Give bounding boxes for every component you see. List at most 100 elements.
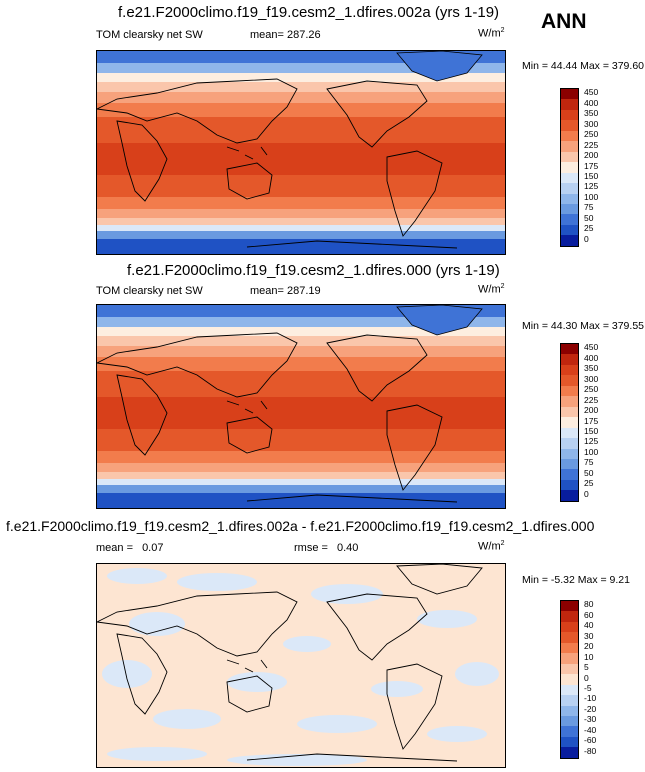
panel-2-field-label: TOM clearsky net SW bbox=[96, 285, 203, 297]
panel-1-title: f.e21.F2000climo.f19_f19.cesm2_1.dfires.… bbox=[118, 4, 500, 21]
colorbar-tick-label: 150 bbox=[584, 425, 599, 436]
colorbar-swatch bbox=[561, 406, 578, 418]
panel-1-units: W/m2 bbox=[478, 27, 505, 40]
colorbar-tick-label: 0 bbox=[584, 233, 589, 244]
panel-3-map bbox=[96, 563, 506, 768]
colorbar-swatch bbox=[561, 479, 578, 491]
colorbar-swatch bbox=[561, 193, 578, 204]
panel-1-mean-label: mean= bbox=[250, 29, 284, 41]
colorbar-swatch bbox=[561, 385, 578, 397]
colorbar-tick-label: 80 bbox=[584, 599, 594, 610]
colorbar-tick-label: 60 bbox=[584, 609, 594, 620]
colorbar-swatch bbox=[561, 224, 578, 236]
colorbar-tick-label: 225 bbox=[584, 394, 599, 405]
colorbar-tick-label: -60 bbox=[584, 735, 597, 746]
panel-2-mean-value: 287.19 bbox=[287, 285, 321, 297]
panel-3-units: W/m2 bbox=[478, 540, 505, 553]
panel-2-map bbox=[96, 304, 506, 509]
panel-1-field-label: TOM clearsky net SW bbox=[96, 29, 203, 41]
colorbar-tick-label: 40 bbox=[584, 620, 594, 631]
colorbar-swatch bbox=[561, 736, 578, 748]
colorbar-swatch bbox=[561, 172, 578, 184]
colorbar-tick-label: 175 bbox=[584, 160, 599, 171]
colorbar-tick-label: 450 bbox=[584, 342, 599, 353]
colorbar-swatch bbox=[561, 695, 578, 706]
colorbar-tick-label: -5 bbox=[584, 682, 592, 693]
colorbar-tick-label: -80 bbox=[584, 745, 597, 756]
colorbar-swatch bbox=[561, 601, 578, 612]
colorbar-swatch bbox=[561, 354, 578, 365]
colorbar-tick-label: 50 bbox=[584, 212, 594, 223]
colorbar-swatch bbox=[561, 726, 578, 737]
colorbar-tick-label: 450 bbox=[584, 87, 599, 98]
colorbar-tick-label: 400 bbox=[584, 352, 599, 363]
colorbar-swatch bbox=[561, 653, 578, 664]
colorbar-tick-label: 150 bbox=[584, 170, 599, 181]
colorbar-tick-label: 0 bbox=[584, 488, 589, 499]
colorbar-swatch bbox=[561, 684, 578, 696]
colorbar-swatch bbox=[561, 642, 578, 654]
panel-3-map-svg bbox=[97, 564, 505, 767]
colorbar-swatch bbox=[561, 203, 578, 215]
colorbar-swatch bbox=[561, 344, 578, 355]
panel-3-minmax: Min = -5.32 Max = 9.21 bbox=[522, 574, 630, 586]
panel-2-mean-label: mean= bbox=[250, 285, 284, 297]
colorbar-tick-label: 175 bbox=[584, 415, 599, 426]
colorbar-swatch bbox=[561, 120, 578, 131]
colorbar-tick-label: -20 bbox=[584, 703, 597, 714]
colorbar-tick-label: 250 bbox=[584, 384, 599, 395]
colorbar-swatch bbox=[561, 438, 578, 449]
colorbar-tick-label: 75 bbox=[584, 457, 594, 468]
panel-3-mean-label: mean = bbox=[96, 542, 133, 554]
panel-2-title: f.e21.F2000climo.f19_f19.cesm2_1.dfires.… bbox=[127, 262, 500, 279]
panel-1-mean: mean= 287.26 bbox=[250, 29, 321, 41]
colorbar-tick-label: 0 bbox=[584, 672, 589, 683]
colorbar-swatch bbox=[561, 621, 578, 633]
season-label: ANN bbox=[541, 10, 587, 33]
colorbar-swatch bbox=[561, 162, 578, 173]
panel-1-minmax: Min = 44.44 Max = 379.60 bbox=[522, 60, 644, 72]
colorbar-swatch bbox=[561, 458, 578, 470]
colorbar-swatch bbox=[561, 674, 578, 685]
colorbar-swatch bbox=[561, 715, 578, 727]
colorbar-tick-label: 400 bbox=[584, 97, 599, 108]
colorbar-swatch bbox=[561, 364, 578, 376]
colorbar-tick-label: 300 bbox=[584, 118, 599, 129]
colorbar-swatch bbox=[561, 141, 578, 152]
panel-2-minmax: Min = 44.30 Max = 379.55 bbox=[522, 320, 644, 332]
panel-1-map-svg bbox=[97, 51, 505, 254]
panel-3-mean: mean = 0.07 bbox=[96, 542, 163, 554]
colorbar-tick-label: 350 bbox=[584, 108, 599, 119]
panel-3-rmse-label: rmse = bbox=[294, 542, 328, 554]
colorbar-swatch bbox=[561, 611, 578, 622]
colorbar-tick-label: 10 bbox=[584, 651, 594, 662]
panel-3-mean-value: 0.07 bbox=[142, 542, 164, 554]
colorbar-swatch bbox=[561, 747, 578, 758]
colorbar-tick-label: 30 bbox=[584, 630, 594, 641]
colorbar-swatch bbox=[561, 375, 578, 386]
colorbar-tick-label: 25 bbox=[584, 478, 594, 489]
colorbar-swatch bbox=[561, 448, 578, 459]
panel-3-colorbar bbox=[560, 600, 579, 759]
colorbar-tick-label: 200 bbox=[584, 150, 599, 161]
colorbar-swatch bbox=[561, 417, 578, 428]
colorbar-tick-label: -40 bbox=[584, 724, 597, 735]
colorbar-tick-label: 125 bbox=[584, 181, 599, 192]
colorbar-swatch bbox=[561, 663, 578, 675]
colorbar-swatch bbox=[561, 130, 578, 142]
colorbar-swatch bbox=[561, 109, 578, 121]
panel-1-colorbar bbox=[560, 88, 579, 247]
colorbar-tick-label: 100 bbox=[584, 446, 599, 457]
colorbar-tick-label: 25 bbox=[584, 223, 594, 234]
colorbar-tick-label: 250 bbox=[584, 129, 599, 140]
colorbar-swatch bbox=[561, 427, 578, 439]
colorbar-tick-label: 225 bbox=[584, 139, 599, 150]
colorbar-tick-label: 5 bbox=[584, 662, 589, 673]
colorbar-tick-label: 125 bbox=[584, 436, 599, 447]
colorbar-tick-label: -30 bbox=[584, 714, 597, 725]
colorbar-swatch bbox=[561, 89, 578, 100]
colorbar-swatch bbox=[561, 469, 578, 480]
colorbar-tick-label: 50 bbox=[584, 467, 594, 478]
panel-3-title: f.e21.F2000climo.f19_f19.cesm2_1.dfires.… bbox=[6, 518, 595, 534]
colorbar-tick-label: 350 bbox=[584, 363, 599, 374]
